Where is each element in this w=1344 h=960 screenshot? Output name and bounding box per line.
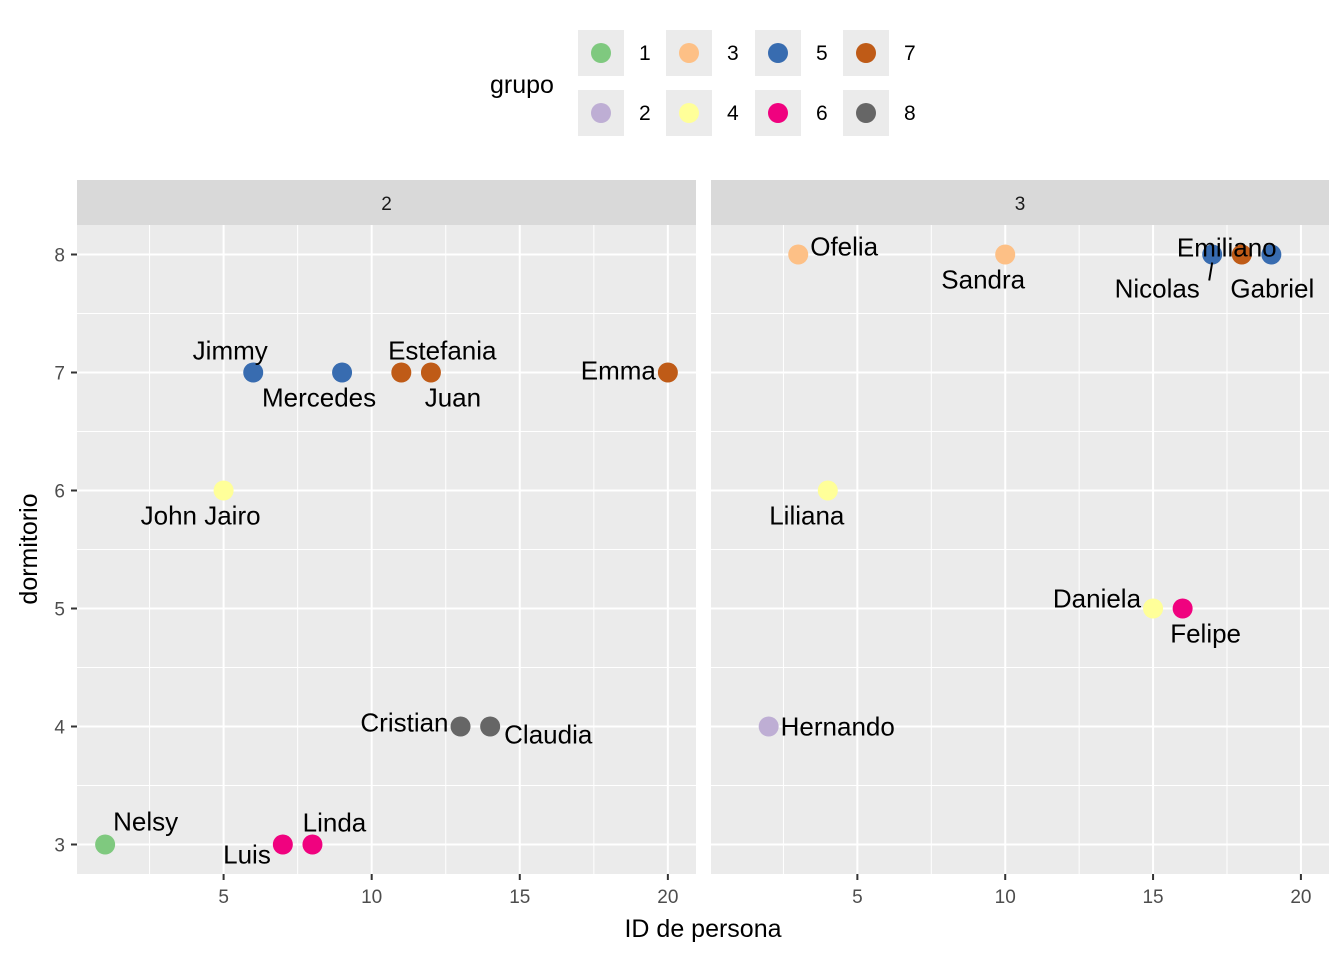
data-point-nicolas: [1202, 244, 1223, 265]
legend-item-1: 1: [578, 30, 651, 76]
point-label: Nelsy: [113, 807, 178, 837]
legend-item-3: 3: [666, 30, 739, 76]
point-label: Liliana: [769, 501, 845, 531]
point-label: Estefania: [388, 336, 497, 366]
y-tick-label: 5: [54, 600, 65, 621]
legend-key-point: [591, 43, 611, 63]
legend-item-2: 2: [578, 90, 651, 136]
point-label: Mercedes: [262, 383, 376, 413]
x-axis-title: ID de persona: [624, 915, 781, 943]
x-tick-label: 20: [657, 887, 678, 908]
y-tick-label: 4: [54, 718, 65, 739]
legend-key-point: [591, 103, 611, 123]
legend-label: 3: [727, 42, 739, 65]
data-point-emma: [657, 362, 678, 383]
legend-item-8: 8: [843, 90, 916, 136]
y-tick-label: 6: [54, 482, 65, 503]
point-label: Felipe: [1170, 619, 1241, 649]
legend-label: 2: [639, 102, 651, 125]
data-point-felipe: [1172, 598, 1193, 619]
data-point-nelsy: [95, 834, 116, 855]
point-label: Emiliano: [1177, 233, 1277, 263]
point-label: Juan: [425, 383, 481, 413]
point-label: Claudia: [504, 720, 593, 750]
legend-label: 7: [904, 42, 916, 65]
y-axis-title: dormitorio: [15, 493, 43, 604]
data-point-cristian: [450, 716, 471, 737]
point-label: Jimmy: [193, 336, 268, 366]
x-tick-label: 5: [218, 887, 229, 908]
x-tick-label: 10: [361, 887, 382, 908]
legend-item-4: 4: [666, 90, 739, 136]
legend-label: 4: [727, 102, 739, 125]
facet-strip: [77, 180, 696, 225]
legend-key-point: [856, 43, 876, 63]
y-tick-label: 8: [54, 246, 65, 267]
data-point-claudia: [480, 716, 501, 737]
legend-key-point: [679, 103, 699, 123]
facet-strip-label: 2: [381, 194, 392, 215]
point-label: Emma: [581, 356, 657, 386]
y-tick-label: 3: [54, 836, 65, 857]
data-point-mercedes: [332, 362, 353, 383]
data-point-ofelia: [788, 244, 809, 265]
legend-key-point: [768, 103, 788, 123]
point-label: Hernando: [781, 712, 895, 742]
point-label: Sandra: [941, 265, 1025, 295]
legend-label: 5: [816, 42, 828, 65]
legend-item-7: 7: [843, 30, 916, 76]
point-label: John Jairo: [141, 501, 261, 531]
x-tick-label: 20: [1290, 887, 1311, 908]
data-point-juan: [420, 362, 441, 383]
x-tick-label: 5: [852, 887, 863, 908]
facet-panel-2: 2 5 10 15 20 3 4 5 6 7 8 Nelsy John Jairo Jimmy Luis Li…: [54, 180, 696, 908]
point-label: Linda: [303, 808, 367, 838]
data-point-linda: [302, 834, 323, 855]
data-point-sandra: [995, 244, 1016, 265]
point-label: Ofelia: [810, 232, 878, 262]
data-point-daniela: [1143, 598, 1164, 619]
legend-key-point: [768, 43, 788, 63]
legend: grupo 1 2 3 4 5 6 7 8: [490, 30, 916, 136]
data-point-liliana: [817, 480, 838, 501]
y-tick-label: 7: [54, 364, 65, 385]
data-point-hernando: [758, 716, 779, 737]
facet-strip-label: 3: [1015, 194, 1026, 215]
legend-label: 1: [639, 42, 651, 65]
legend-item-5: 5: [755, 30, 828, 76]
facet-panel-3: 3 5 10 15 20 Hernando Ofelia Liliana Sandra Danie…: [711, 180, 1329, 908]
label-leader-line: [1208, 262, 1214, 281]
point-label: Cristian: [360, 708, 448, 738]
legend-key-point: [679, 43, 699, 63]
x-tick-label: 10: [995, 887, 1016, 908]
data-point-jimmy: [243, 362, 264, 383]
legend-label: 6: [816, 102, 828, 125]
legend-key-point: [856, 103, 876, 123]
point-label: Luis: [223, 840, 271, 870]
legend-item-6: 6: [755, 90, 828, 136]
x-tick-label: 15: [1142, 887, 1163, 908]
point-label: Gabriel: [1230, 274, 1314, 304]
data-point-luis: [272, 834, 293, 855]
data-point-john-jairo: [213, 480, 234, 501]
facet-strip: [711, 180, 1329, 225]
data-point-emiliano: [1231, 244, 1252, 265]
point-label: Nicolas: [1115, 274, 1200, 304]
legend-title: grupo: [490, 71, 554, 99]
x-tick-label: 15: [509, 887, 530, 908]
point-label: Daniela: [1053, 584, 1142, 614]
data-point-gabriel: [1261, 244, 1282, 265]
legend-label: 8: [904, 102, 916, 125]
data-point-estefania: [391, 362, 412, 383]
